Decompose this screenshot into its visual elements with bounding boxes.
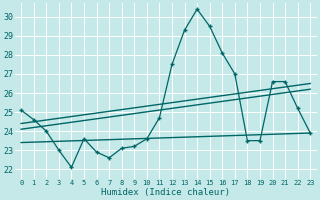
X-axis label: Humidex (Indice chaleur): Humidex (Indice chaleur) bbox=[101, 188, 230, 197]
